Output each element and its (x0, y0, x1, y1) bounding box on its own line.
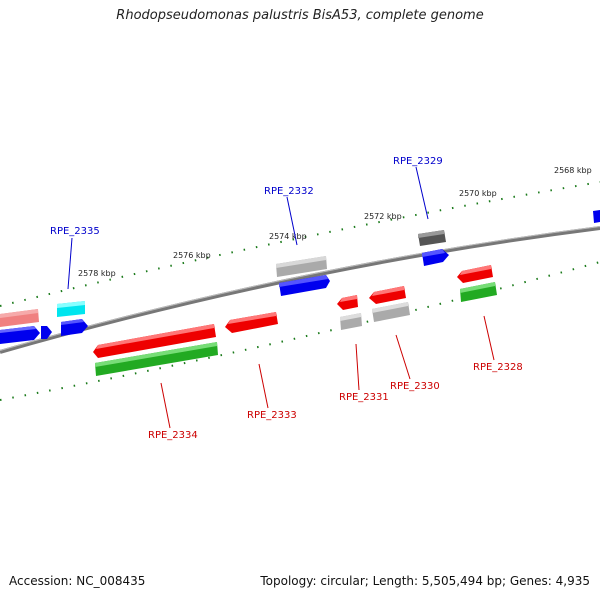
gene-label[interactable]: RPE_2333 (247, 410, 297, 421)
leader-line (258, 363, 269, 409)
leader-line (395, 334, 411, 380)
gene-pink-left[interactable] (0, 309, 39, 327)
gene-label[interactable]: RPE_2329 (393, 156, 443, 167)
tick-label: 2578 kbp (78, 269, 116, 278)
gene-label[interactable]: RPE_2332 (264, 186, 314, 197)
tick-label: 2570 kbp (459, 189, 497, 198)
gene-blue-2335[interactable] (61, 319, 88, 336)
leader-line (483, 315, 495, 361)
gene-label[interactable]: RPE_2330 (390, 381, 440, 392)
leader-line (355, 343, 360, 391)
gene-red-2330[interactable] (369, 286, 406, 304)
gene-red-2328[interactable] (457, 265, 493, 283)
gene-gray-2331[interactable] (340, 313, 362, 330)
leader-line (415, 166, 429, 220)
gene-gray-2330[interactable] (372, 302, 410, 322)
tick-label: 2572 kbp (364, 212, 402, 221)
gene-red-2333[interactable] (225, 312, 278, 333)
leader-line (160, 382, 171, 429)
leader-line (67, 237, 73, 290)
tick-label: 2576 kbp (173, 251, 211, 260)
tick-label: 2574 kbp (269, 232, 307, 241)
gene-red-2334[interactable] (93, 324, 216, 358)
gene-blue-2332[interactable] (279, 275, 330, 296)
gene-blue-right[interactable] (593, 210, 600, 223)
gene-darkgray-2329[interactable] (418, 230, 446, 246)
gene-red-2331[interactable] (337, 295, 358, 310)
gene-blue-small[interactable] (41, 326, 52, 339)
tick-label: 2568 kbp (554, 166, 592, 175)
map-title: Rhodopseudomonas palustris BisA53, compl… (116, 8, 484, 23)
accession-text: Accession: NC_008435 (9, 574, 146, 588)
topology-text: Topology: circular; Length: 5,505,494 bp… (260, 574, 590, 588)
gene-green-2328[interactable] (460, 282, 497, 302)
gene-gray-2332[interactable] (276, 256, 327, 277)
gene-cyan-2335[interactable] (57, 301, 85, 317)
gene-label[interactable]: RPE_2331 (339, 392, 389, 403)
gene-label[interactable]: RPE_2335 (50, 226, 100, 237)
gene-label[interactable]: RPE_2328 (473, 362, 523, 373)
gene-blue-left[interactable] (0, 326, 40, 344)
gene-green-2334[interactable] (95, 342, 218, 376)
leader-line (286, 196, 298, 246)
gene-blue-2329[interactable] (422, 249, 449, 266)
gene-label[interactable]: RPE_2334 (148, 430, 198, 441)
